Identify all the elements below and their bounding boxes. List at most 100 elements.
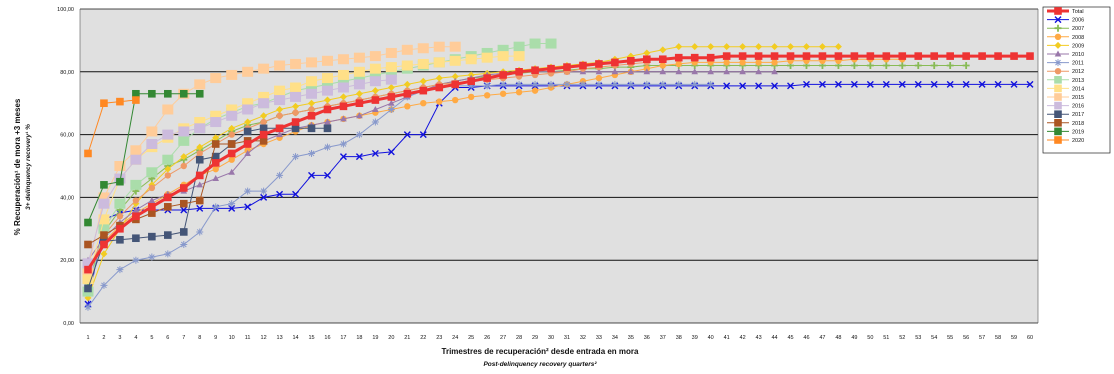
series-2008-marker: [755, 59, 762, 66]
series-total-marker: [643, 55, 651, 64]
series-total-marker: [754, 52, 763, 60]
series-total-marker: [355, 99, 364, 107]
series-2019-marker: [164, 89, 172, 98]
x-tick-label: 18: [356, 335, 362, 341]
series-total-marker: [100, 240, 108, 249]
series-total-marker: [483, 74, 491, 82]
x-tick-label: 49: [851, 335, 857, 341]
series-2008-line: [87, 58, 903, 270]
series-2017-marker: [164, 231, 172, 239]
series-2013-marker: [513, 41, 525, 52]
series-2013-marker: [369, 69, 381, 80]
legend-label: 2012: [1072, 69, 1084, 75]
series-2015-marker: [98, 192, 110, 203]
series-2015-marker: [162, 104, 174, 115]
x-tick-label: 50: [867, 335, 873, 341]
series-2006-marker: [930, 80, 938, 88]
series-total-marker: [227, 149, 236, 158]
y-tick-label: 80,00: [60, 70, 74, 76]
series-2006-marker: [946, 80, 954, 88]
legend-label: 2019: [1072, 129, 1084, 135]
series-2016-marker: [385, 74, 397, 85]
series-total-marker: [738, 52, 747, 60]
series-2011-marker: [196, 228, 204, 236]
series-2010-marker: [372, 105, 379, 112]
series-2012-marker: [196, 150, 203, 157]
x-tick-label: 44: [771, 335, 777, 341]
x-tick-label: 56: [963, 335, 969, 341]
series-2009-marker: [308, 99, 316, 107]
series-2010-marker: [691, 68, 699, 75]
series-2014-marker: [337, 69, 349, 80]
series-2014-line: [87, 55, 520, 280]
x-tick-label: 53: [915, 335, 921, 341]
series-2014-marker: [290, 82, 302, 93]
series-2010-marker: [723, 68, 730, 75]
series-total-marker: [706, 53, 715, 62]
x-tick-label: 30: [548, 335, 554, 341]
series-2006-marker: [260, 193, 268, 201]
legend-label: 2020: [1072, 138, 1084, 144]
series-2015-marker: [210, 73, 222, 84]
series-2008-marker: [404, 103, 411, 110]
series-total-marker: [834, 52, 843, 60]
legend-swatch-marker: [1054, 76, 1062, 84]
y-tick-label: 0,00: [63, 321, 74, 327]
series-total-marker: [499, 71, 507, 79]
legend-label: 2010: [1072, 52, 1084, 58]
legend-item-2018: 2018: [1047, 119, 1084, 127]
series-2011-marker: [499, 80, 507, 88]
series-2009-marker: [659, 46, 667, 54]
series-2011-marker: [691, 80, 699, 88]
series-2011-marker: [292, 153, 300, 161]
series-2016-marker: [82, 258, 94, 269]
x-tick-label: 36: [644, 335, 650, 341]
series-2015-marker: [130, 145, 142, 156]
series-2016-marker: [353, 79, 365, 90]
series-2018-marker: [259, 137, 268, 145]
series-2011-marker: [308, 149, 316, 157]
x-tick-label: 15: [308, 335, 314, 341]
series-2011-marker: [579, 80, 587, 88]
series-2016: [82, 74, 397, 269]
x-tick-label: 45: [787, 335, 793, 341]
series-2006-marker: [1010, 80, 1018, 88]
x-tick-label: 48: [835, 335, 841, 341]
series-2011-marker: [244, 187, 252, 195]
series-total-marker: [595, 60, 603, 68]
series-2009-marker: [675, 43, 683, 51]
x-tick-label: 16: [324, 335, 330, 341]
x-tick-label: 58: [995, 335, 1001, 341]
series-2011-marker: [228, 200, 236, 208]
series-2014-marker: [497, 51, 509, 62]
series-2018-marker: [227, 140, 236, 148]
series-2011-marker: [531, 80, 539, 88]
series-2014-marker: [258, 91, 270, 102]
series-2015-marker: [337, 54, 349, 65]
legend-swatch-marker: [1054, 93, 1062, 101]
series-total-marker: [451, 80, 460, 89]
series-2009-marker: [355, 90, 363, 98]
x-tick-label: 29: [532, 335, 538, 341]
series-2011-marker: [100, 281, 108, 289]
series-total-marker: [403, 89, 412, 98]
series-2009-marker: [643, 49, 651, 57]
series-2006-marker: [818, 80, 826, 88]
series-2020-marker: [84, 149, 92, 158]
series-total-marker: [1026, 52, 1034, 60]
legend-label: 2017: [1072, 112, 1084, 118]
series-2016-marker: [146, 139, 158, 150]
series-2010-marker: [643, 68, 651, 75]
series-2011-marker: [116, 266, 124, 274]
series-2015-marker: [306, 57, 318, 68]
series-2011-marker: [467, 82, 475, 90]
series-total-marker: [770, 52, 779, 60]
x-tick-label: 17: [340, 335, 346, 341]
series-2011-marker: [371, 118, 379, 126]
series-2013-marker: [178, 135, 190, 146]
series-2010-line: [87, 71, 775, 261]
legend-swatch-marker: [1054, 68, 1062, 75]
series-2011-line: [87, 83, 711, 308]
legend-item-2008: 2008: [1047, 33, 1084, 41]
series-2012-marker: [148, 184, 156, 192]
